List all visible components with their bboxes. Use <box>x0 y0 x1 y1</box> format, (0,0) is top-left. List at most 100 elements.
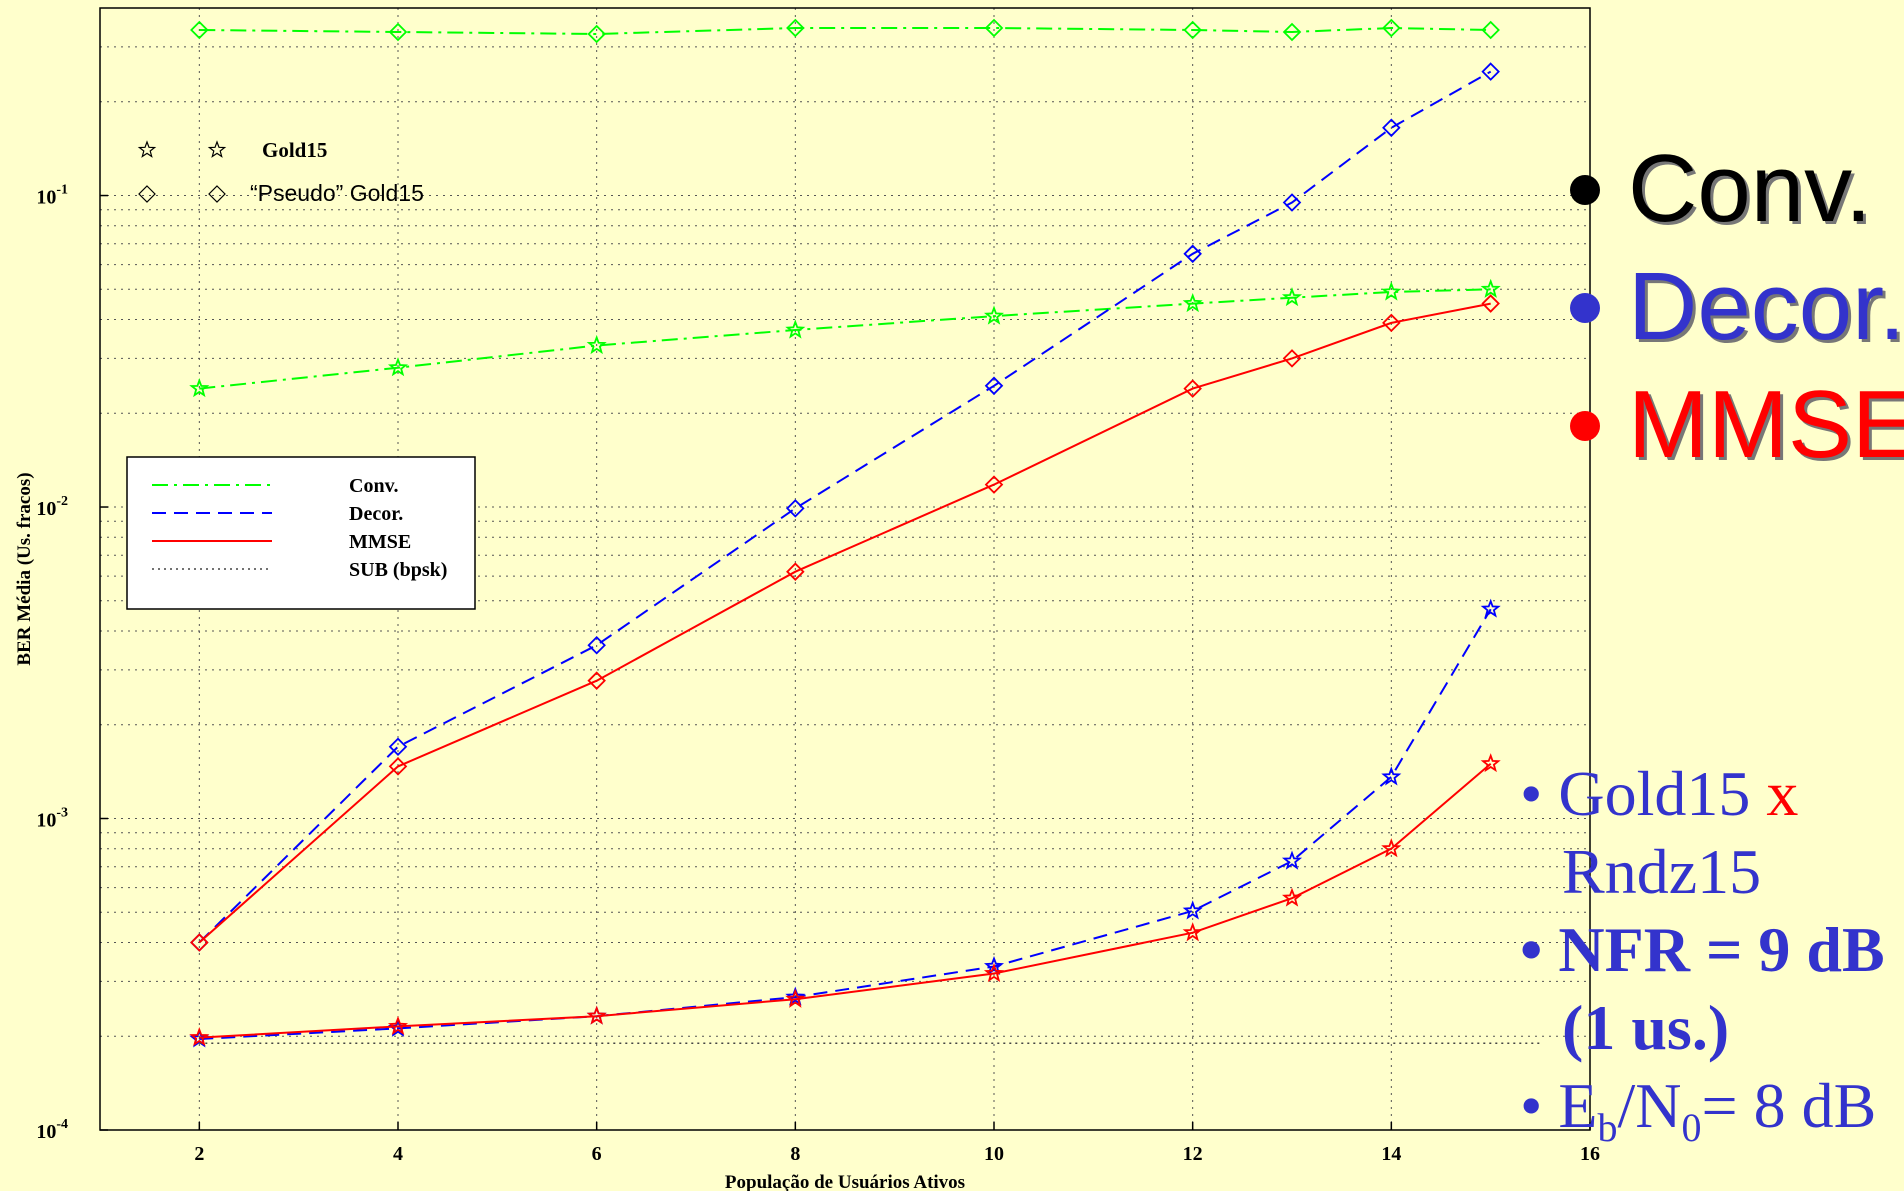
note-sequences: • Gold15 x <box>1520 758 1799 829</box>
diamond-marker <box>1282 22 1302 42</box>
x-tick-label: 4 <box>393 1143 403 1165</box>
star-marker <box>1281 850 1303 870</box>
diamond-marker <box>587 671 606 690</box>
series-line <box>198 70 1492 944</box>
star-marker <box>189 377 210 398</box>
star-marker <box>983 955 1005 975</box>
star-marker <box>189 1026 210 1047</box>
bullet-mmse: MMSE <box>1570 366 1904 484</box>
note-ebn0-b: b <box>1597 1104 1618 1150</box>
note-ebn0-n: /N <box>1617 1070 1682 1141</box>
star-marker <box>586 1005 607 1025</box>
y-tick-label: 10-1 <box>36 183 68 209</box>
star-marker <box>1381 766 1402 786</box>
diamond-marker <box>984 376 1004 396</box>
series-line <box>199 288 1491 390</box>
legend-line-label: Conv. <box>349 475 398 497</box>
star-marker <box>1182 293 1203 313</box>
note-rndz15: Rndz15 <box>1562 836 1762 907</box>
legend-line-label: Decor. <box>349 503 403 525</box>
diamond-marker <box>1481 20 1500 40</box>
star-marker <box>1281 287 1303 307</box>
diamond-marker <box>1282 193 1302 212</box>
series-line <box>199 762 1492 1039</box>
series-layer <box>189 18 1541 1048</box>
series-3 <box>190 294 1500 952</box>
tick-labels: 2 4 6 8 10 12 14 16 10-4 10-3 10-2 10-1 <box>36 183 1600 1165</box>
note-gold15: Gold15 <box>1558 758 1751 829</box>
star-marker <box>1480 753 1501 773</box>
series-line <box>199 608 1492 1040</box>
diamond-marker <box>1183 20 1202 40</box>
legend-box <box>126 456 476 610</box>
diamond-marker <box>190 20 209 40</box>
diamond-marker <box>1282 349 1302 368</box>
x-tick-label: 12 <box>1183 1143 1203 1165</box>
star-marker <box>1480 598 1501 618</box>
series-1 <box>189 278 1501 398</box>
legend-star-icon <box>207 140 227 158</box>
x-tick-label: 8 <box>790 1143 800 1165</box>
legend-marker-label: “Pseudo” Gold15 <box>250 180 424 206</box>
star-marker <box>1480 278 1501 298</box>
note-ebn0-value: = 8 dB <box>1701 1070 1877 1141</box>
diamond-marker <box>388 757 408 776</box>
x-tick-label: 10 <box>984 1143 1004 1165</box>
diamond-marker <box>587 635 606 655</box>
diamond-marker <box>1481 294 1500 313</box>
diamond-marker <box>786 18 805 38</box>
star-marker <box>586 334 607 355</box>
diamond-marker <box>984 18 1004 38</box>
star-marker <box>1381 838 1402 858</box>
star-marker <box>1281 887 1303 907</box>
diamond-marker <box>388 737 408 757</box>
diamond-marker <box>1183 244 1202 264</box>
note-nfr: • NFR = 9 dB <box>1520 914 1885 985</box>
star-marker <box>983 962 1005 983</box>
y-tick-label: 10-2 <box>36 494 68 520</box>
legend-marker-label: Gold15 <box>262 138 327 162</box>
diamond-marker <box>1481 62 1500 81</box>
diamond-marker <box>1183 379 1202 398</box>
diamond-marker <box>1382 313 1401 333</box>
star-marker <box>1381 281 1402 301</box>
star-marker <box>387 357 409 377</box>
diamond-marker <box>786 499 805 518</box>
note-ebn0: • Eb/N0= 8 dB <box>1520 1070 1877 1150</box>
star-marker <box>387 1015 409 1035</box>
diamond-marker <box>587 24 606 44</box>
x-tick-label: 14 <box>1381 1143 1401 1165</box>
series-0 <box>190 18 1500 44</box>
bullet-conv-label: Conv. <box>1628 135 1872 242</box>
star-marker <box>785 319 806 339</box>
diamond-marker <box>984 475 1004 494</box>
bullet-dot-icon <box>1570 410 1600 441</box>
series-line <box>199 26 1491 36</box>
legend-line-styles: Conv. Decor. MMSE SUB (bpsk) <box>126 456 476 610</box>
plot-frame <box>99 7 1591 1131</box>
star-marker <box>983 305 1005 325</box>
condition-notes: • Gold15 x Rndz15 • NFR = 9 dB (1 us.) •… <box>1520 755 1885 1167</box>
x-tick-label: 2 <box>194 1143 204 1165</box>
star-marker <box>1182 922 1203 942</box>
x-axis-label: População de Usuários Ativos <box>725 1172 965 1191</box>
bullet-decor-label: Decor. <box>1628 253 1904 360</box>
y-tick-label: 10-4 <box>36 1117 68 1143</box>
legend-star-icon <box>137 140 157 158</box>
legend-diamond-icon <box>208 185 226 203</box>
star-marker <box>1182 900 1203 920</box>
series-4 <box>189 598 1501 1048</box>
legend-line-label: MMSE <box>349 531 411 553</box>
series-line <box>198 302 1491 944</box>
note-nfr-value: NFR = 9 dB <box>1558 914 1885 985</box>
series-5 <box>189 753 1501 1047</box>
diamond-marker <box>190 933 209 952</box>
bullet-mmse-label: MMSE <box>1628 371 1904 478</box>
note-one-user: (1 us.) <box>1562 992 1730 1063</box>
y-tick-label: 10-3 <box>36 806 68 832</box>
bullet-decor: Decor. <box>1570 248 1904 366</box>
bullet-dot-icon <box>1570 174 1600 205</box>
note-ebn0-0: 0 <box>1681 1104 1702 1150</box>
note-versus: x <box>1766 758 1799 829</box>
